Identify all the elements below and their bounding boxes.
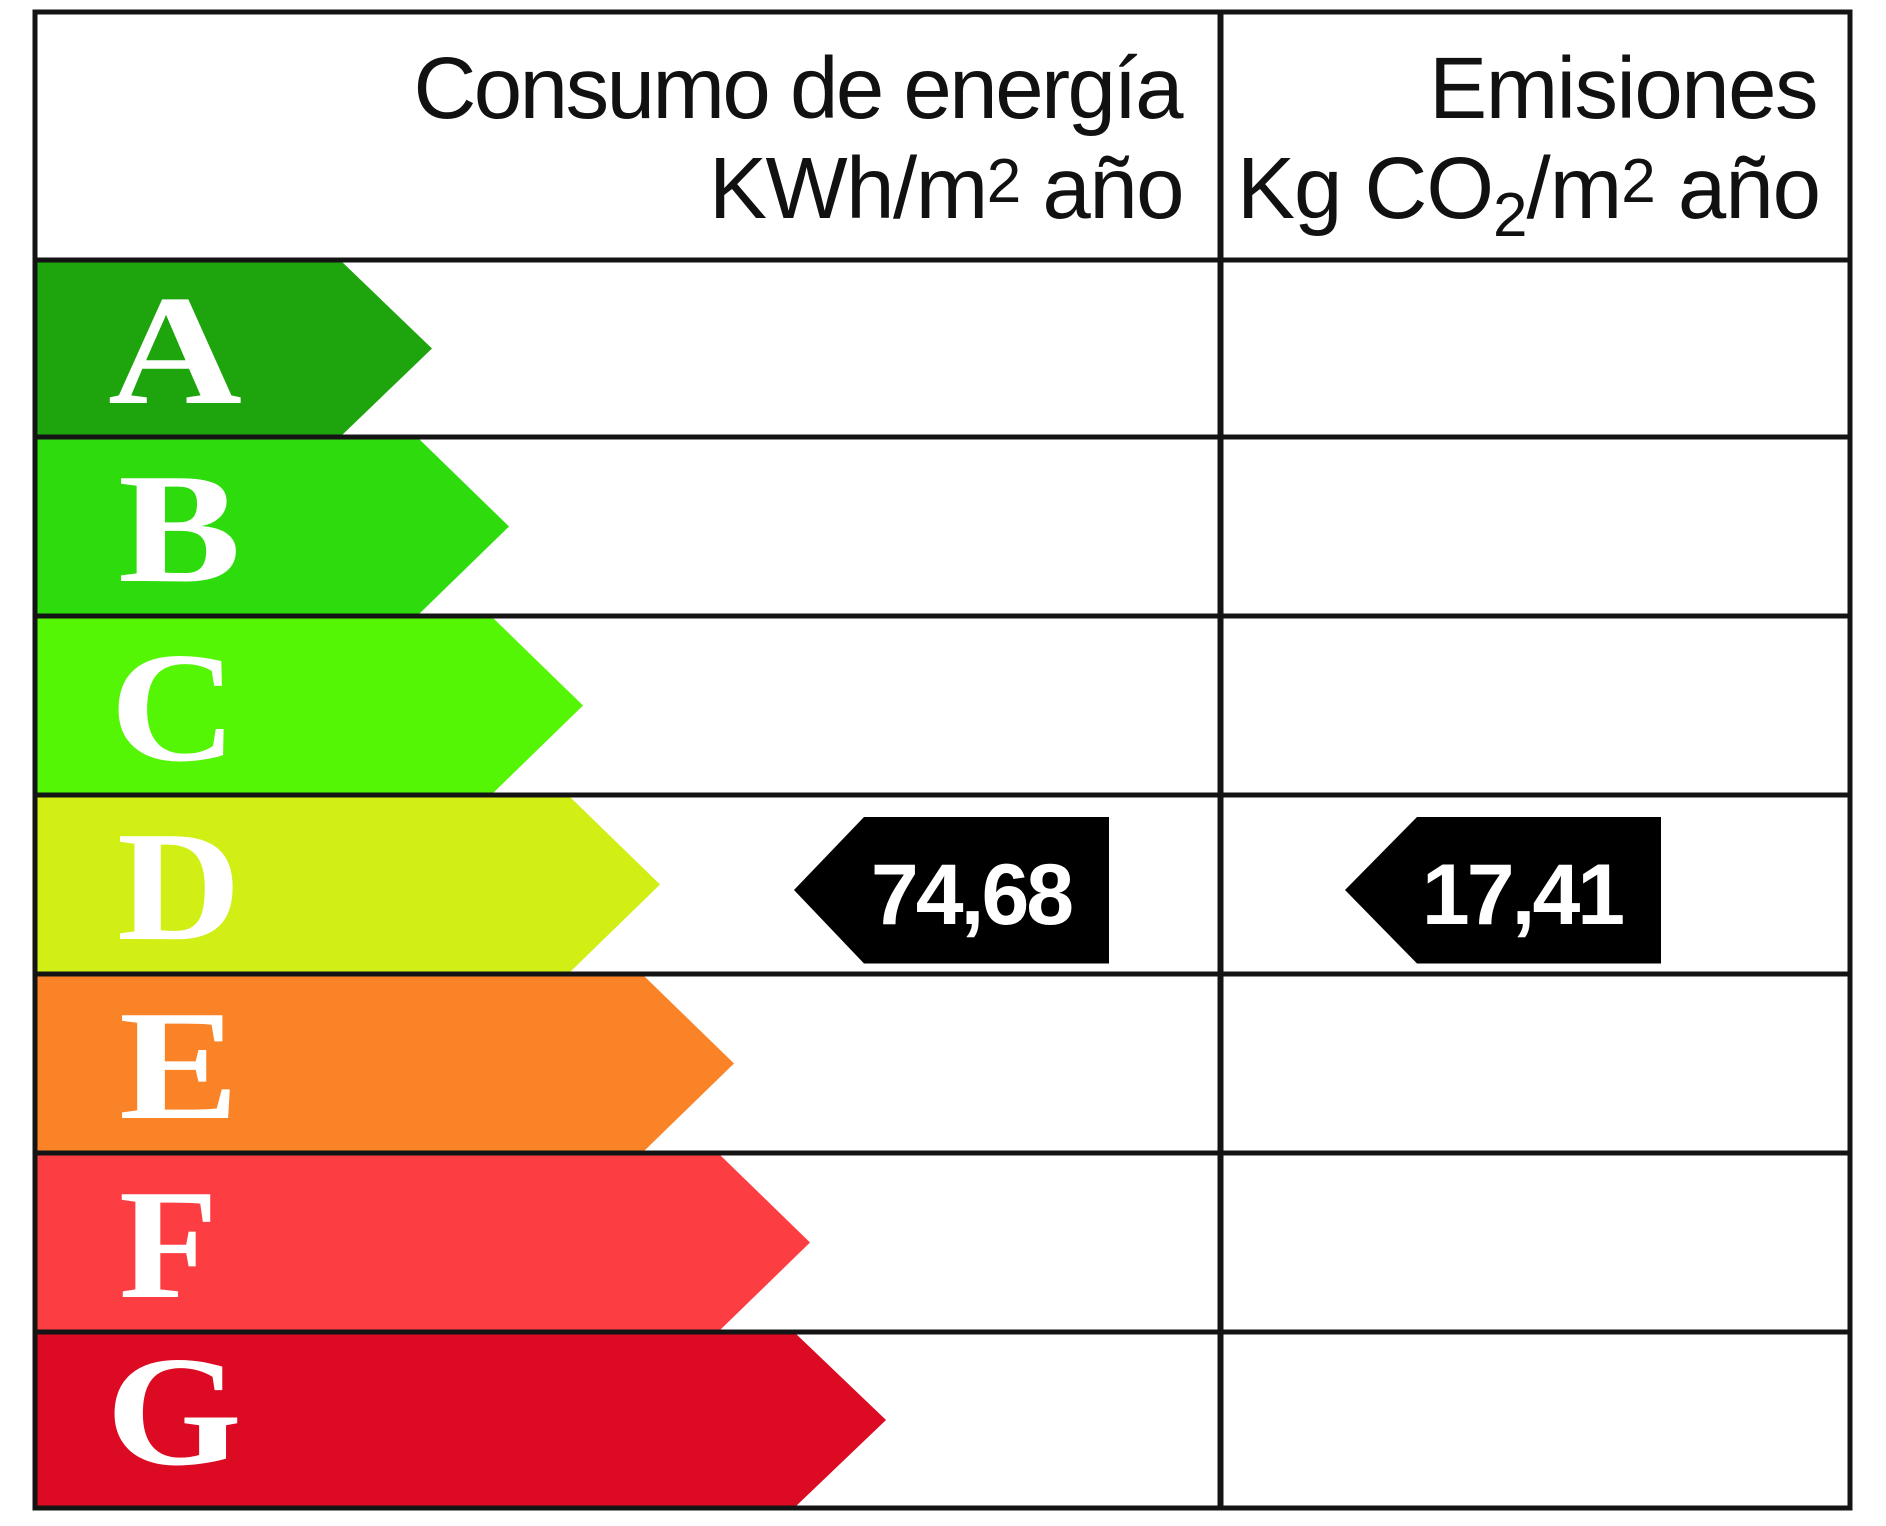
svg-text:Consumo de energía: Consumo de energía — [413, 40, 1184, 137]
svg-text:D: D — [117, 799, 241, 973]
svg-text:E: E — [119, 978, 239, 1152]
svg-text:C: C — [110, 620, 237, 794]
svg-text:Emisiones: Emisiones — [1429, 40, 1817, 137]
svg-text:A: A — [108, 263, 242, 437]
svg-text:KWh/m2 año: KWh/m2 año — [709, 140, 1183, 237]
svg-text:B: B — [118, 441, 241, 615]
svg-text:F: F — [119, 1157, 218, 1331]
svg-text:Kg CO2/m2 año: Kg CO2/m2 año — [1237, 140, 1820, 250]
svg-text:G: G — [106, 1324, 242, 1498]
svg-text:74,68: 74,68 — [871, 847, 1072, 943]
svg-text:17,41: 17,41 — [1422, 847, 1623, 943]
